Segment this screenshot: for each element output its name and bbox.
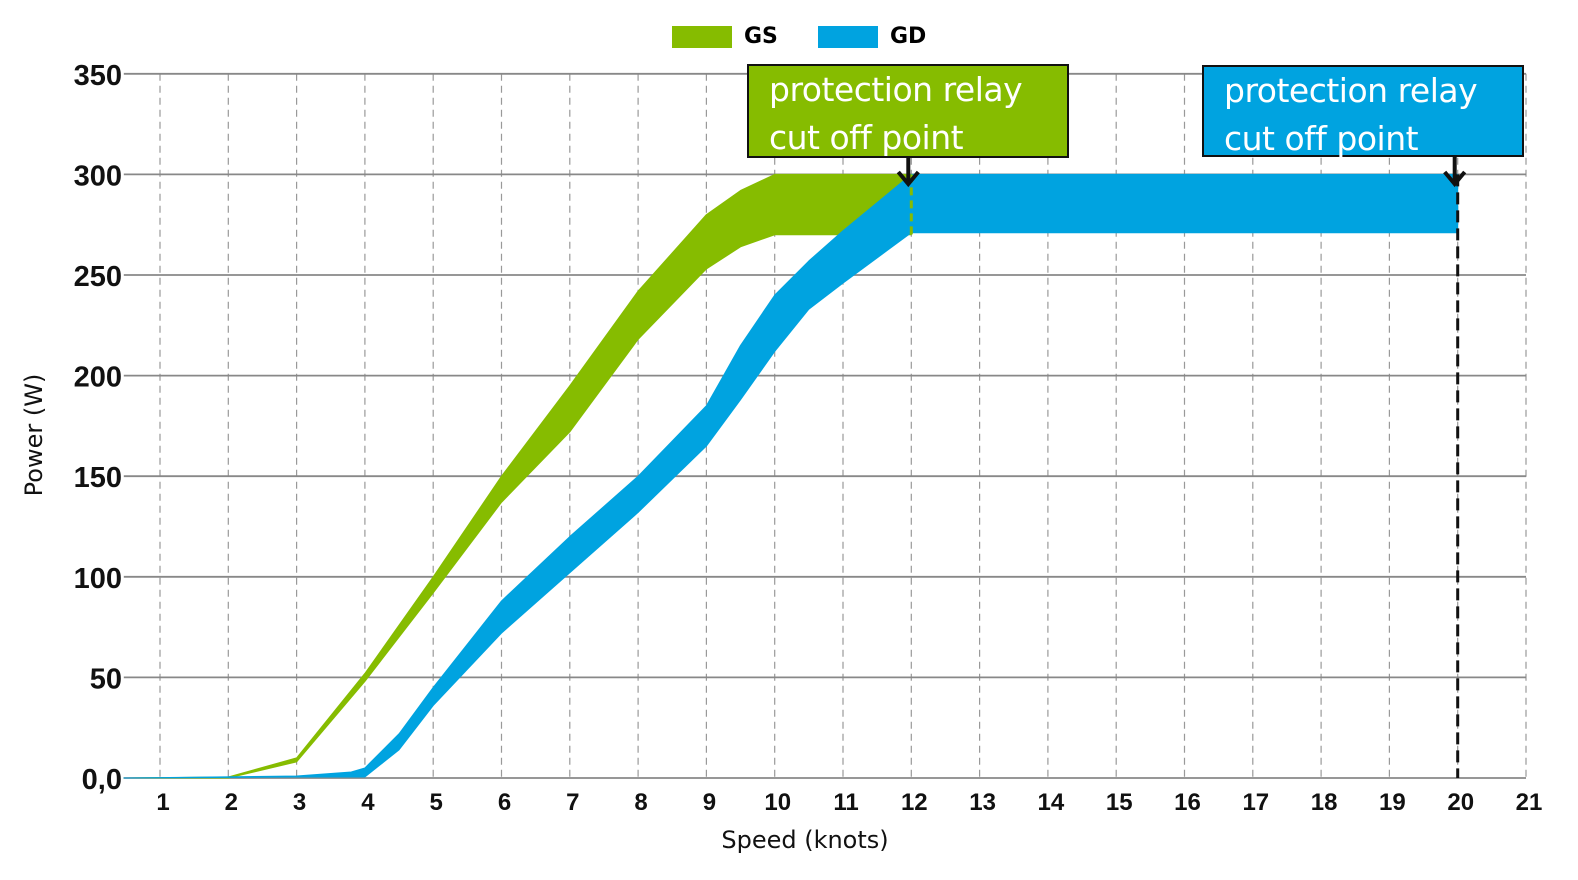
x-tick-label: 10 <box>764 789 791 816</box>
x-tick-label: 19 <box>1379 789 1406 816</box>
annotation-text: protection relay <box>1224 71 1478 110</box>
x-tick-label: 13 <box>969 789 996 816</box>
arrow-down-icon <box>1443 170 1467 188</box>
x-tick-label: 4 <box>361 789 375 816</box>
x-tick-label: 11 <box>833 789 858 816</box>
legend-swatch-gd <box>818 25 878 48</box>
y-tick-label: 100 <box>74 563 122 595</box>
y-tick-label: 300 <box>74 160 122 192</box>
x-tick-label: 20 <box>1447 789 1474 816</box>
x-tick-label: 8 <box>634 789 647 816</box>
x-tick-label: 1 <box>156 789 169 816</box>
x-tick-label: 14 <box>1038 789 1065 816</box>
annotation-gs-cutoff: protection relay cut off point <box>747 64 1069 158</box>
legend-label-gd: GD <box>890 24 927 49</box>
y-tick-label: 350 <box>74 60 122 92</box>
annotation-gd-cutoff: protection relay cut off point <box>1202 65 1524 158</box>
annotation-text: protection relay <box>769 70 1023 109</box>
x-tick-label: 18 <box>1311 789 1338 816</box>
x-tick-label: 9 <box>703 789 716 816</box>
y-tick-label: 0,0 <box>82 764 122 796</box>
x-tick-label: 16 <box>1174 789 1201 816</box>
y-axis-label: Power (W) <box>20 374 48 497</box>
y-tick-label: 50 <box>90 663 122 695</box>
legend-label-gs: GS <box>744 24 778 49</box>
annotation-text: cut off point <box>1224 119 1419 158</box>
arrow-down-icon <box>896 170 920 188</box>
x-tick-label: 17 <box>1242 789 1269 816</box>
annotation-text: cut off point <box>769 118 964 157</box>
y-tick-label: 150 <box>74 462 122 494</box>
legend-swatch-gs <box>672 25 732 48</box>
x-tick-label: 5 <box>430 789 443 816</box>
legend-item-gs: GS <box>672 24 778 49</box>
y-tick-label: 200 <box>74 362 122 394</box>
x-tick-label: 21 <box>1516 789 1543 816</box>
x-tick-label: 7 <box>566 789 579 816</box>
x-tick-label: 3 <box>293 789 306 816</box>
x-tick-label: 2 <box>225 789 238 816</box>
x-tick-label: 12 <box>901 789 928 816</box>
x-tick-label: 6 <box>498 789 511 816</box>
y-tick-label: 250 <box>74 261 122 293</box>
x-axis-label: Speed (knots) <box>721 826 888 854</box>
legend-item-gd: GD <box>818 24 926 49</box>
x-tick-label: 15 <box>1106 789 1133 816</box>
